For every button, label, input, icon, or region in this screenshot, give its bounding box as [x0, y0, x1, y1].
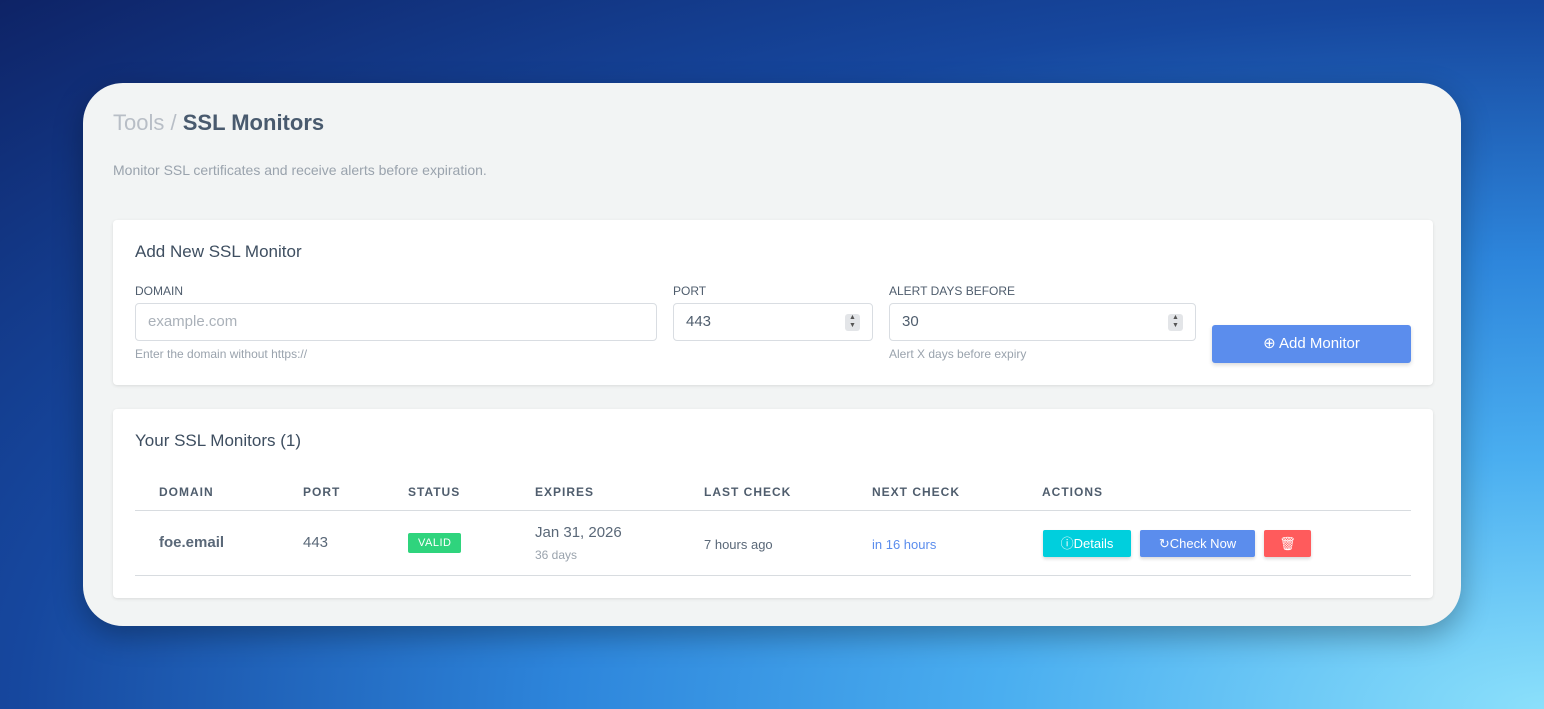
- column-header: ACTIONS: [1042, 485, 1103, 499]
- column-header: EXPIRES: [535, 485, 595, 499]
- domain-label: DOMAIN: [135, 284, 183, 298]
- refresh-icon: ↻: [1158, 536, 1170, 551]
- divider: [135, 510, 1411, 511]
- domain-help: Enter the domain without https://: [135, 347, 308, 361]
- status-badge: VALID: [408, 533, 462, 553]
- domain-cell: foe.email: [159, 534, 225, 551]
- alert-days-value: 30: [902, 313, 919, 330]
- column-header: NEXT CHECK: [872, 485, 961, 499]
- port-label: PORT: [673, 284, 707, 298]
- add-monitor-card: Add New SSL Monitor DOMAIN example.com E…: [113, 220, 1433, 385]
- expires-in: 36 days: [535, 548, 578, 562]
- add-monitor-button[interactable]: ⊕ Add Monitor: [1212, 325, 1411, 363]
- breadcrumb-parent[interactable]: Tools: [113, 110, 165, 135]
- plus-circle-icon: ⊕: [1263, 335, 1276, 352]
- stepper-icon[interactable]: ▲ ▼: [1168, 314, 1183, 331]
- details-button[interactable]: ⓘDetails: [1043, 530, 1131, 557]
- expires-date: Jan 31, 2026: [535, 524, 622, 541]
- domain-input[interactable]: example.com: [135, 303, 657, 341]
- monitors-card: Your SSL Monitors (1) DOMAIN PORT STATUS…: [113, 409, 1433, 598]
- info-icon: ⓘ: [1060, 536, 1074, 551]
- alert-days-input[interactable]: 30 ▲ ▼: [889, 303, 1196, 341]
- alert-days-label: ALERT DAYS BEFORE: [889, 284, 1016, 298]
- page-title: SSL Monitors: [182, 110, 325, 135]
- check-now-label: Check Now: [1169, 536, 1237, 551]
- last-check-cell: 7 hours ago: [704, 537, 773, 552]
- card-title: Add New SSL Monitor: [135, 242, 302, 261]
- page-subtitle: Monitor SSL certificates and receive ale…: [113, 162, 487, 178]
- check-now-button[interactable]: ↻Check Now: [1140, 530, 1255, 557]
- column-header: STATUS: [408, 485, 461, 499]
- divider: [135, 575, 1411, 576]
- column-header: DOMAIN: [159, 485, 214, 499]
- trash-icon: 🗑: [1279, 536, 1296, 551]
- column-header: PORT: [303, 485, 341, 499]
- port-value: 443: [686, 313, 712, 330]
- delete-button[interactable]: 🗑: [1264, 530, 1311, 557]
- alert-days-help: Alert X days before expiry: [889, 347, 1027, 361]
- add-monitor-label: Add Monitor: [1279, 335, 1360, 352]
- port-cell: 443: [303, 534, 329, 551]
- main-window: Tools / SSL Monitors Monitor SSL certifi…: [83, 83, 1461, 626]
- card-title: Your SSL Monitors (1): [135, 431, 301, 450]
- port-input[interactable]: 443 ▲ ▼: [673, 303, 873, 341]
- breadcrumb: Tools / SSL Monitors: [113, 110, 324, 136]
- stepper-icon[interactable]: ▲ ▼: [845, 314, 860, 331]
- details-label: Details: [1073, 536, 1114, 551]
- column-header: LAST CHECK: [704, 485, 792, 499]
- next-check-cell: in 16 hours: [872, 537, 937, 552]
- breadcrumb-separator: /: [170, 110, 177, 135]
